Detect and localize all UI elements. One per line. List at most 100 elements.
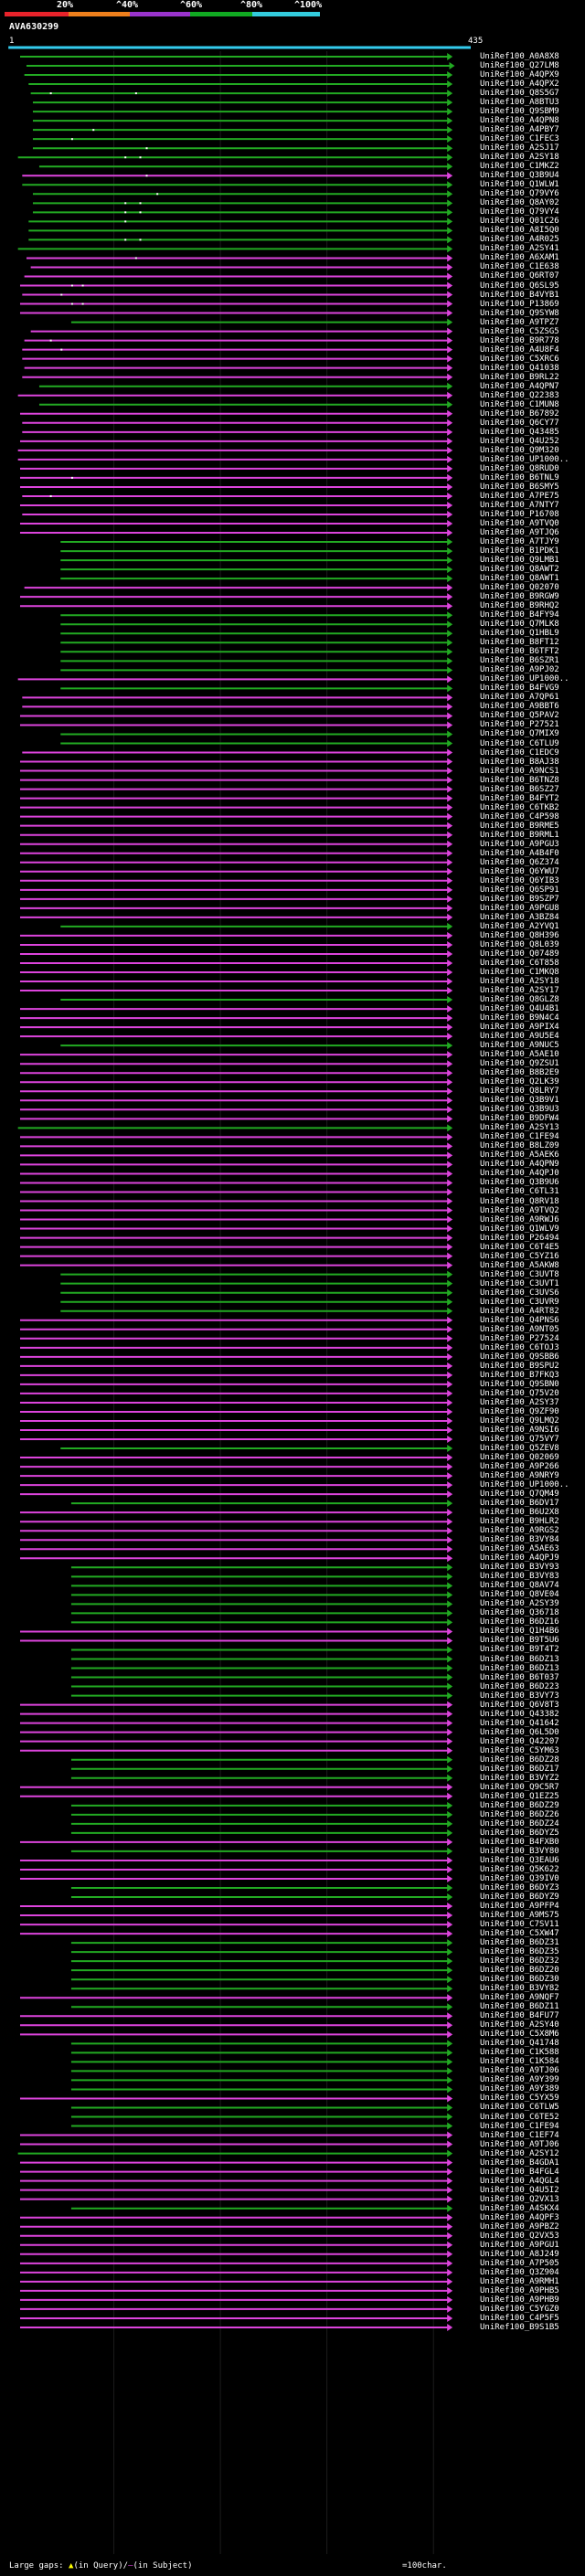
hit-label[interactable]: UniRef100_A2SY37: [480, 1397, 559, 1407]
hit-label[interactable]: UniRef100_C1MUN8: [480, 399, 559, 409]
hit-label[interactable]: UniRef100_A9PBZ2: [480, 2221, 559, 2231]
hit-label[interactable]: UniRef100_C6TE52: [480, 2112, 559, 2122]
hit-label[interactable]: UniRef100_Q6V8T3: [480, 1700, 559, 1710]
hit-label[interactable]: UniRef100_Q8L039: [480, 939, 559, 949]
hit-label[interactable]: UniRef100_Q22383: [480, 390, 559, 400]
hit-label[interactable]: UniRef100_C5XW47: [480, 1929, 559, 1939]
hit-label[interactable]: UniRef100_Q41038: [480, 363, 559, 373]
hit-label[interactable]: UniRef100_Q41642: [480, 1718, 559, 1728]
hit-label[interactable]: UniRef100_B4FXB0: [480, 1837, 559, 1847]
hit-label[interactable]: UniRef100_A2YVQ1: [480, 921, 559, 931]
hit-label[interactable]: UniRef100_B6DZ20: [480, 1966, 559, 1976]
hit-label[interactable]: UniRef100_B3VY93: [480, 1563, 559, 1573]
hit-label[interactable]: UniRef100_Q8AY02: [480, 198, 559, 208]
hit-label[interactable]: UniRef100_A4QPJ9: [480, 1553, 559, 1564]
hit-label[interactable]: UniRef100_A3BZ84: [480, 912, 559, 922]
hit-label[interactable]: UniRef100_A7NTY7: [480, 500, 559, 510]
hit-label[interactable]: UniRef100_A9NQF7: [480, 1993, 559, 2003]
hit-label[interactable]: UniRef100_B6TNL9: [480, 472, 559, 482]
hit-label[interactable]: UniRef100_C7SV11: [480, 1920, 559, 1930]
hit-label[interactable]: UniRef100_B9N4C4: [480, 1013, 559, 1023]
hit-label[interactable]: UniRef100_B6T037: [480, 1672, 559, 1682]
hit-label[interactable]: UniRef100_Q3B9U3: [480, 1105, 559, 1115]
hit-label[interactable]: UniRef100_Q39IV0: [480, 1873, 559, 1883]
hit-label[interactable]: UniRef100_UP1000..: [480, 674, 569, 684]
hit-label[interactable]: UniRef100_B9RGW9: [480, 592, 559, 602]
hit-label[interactable]: UniRef100_Q8AWT1: [480, 574, 559, 584]
hit-label[interactable]: UniRef100_Q9C5R7: [480, 1782, 559, 1792]
hit-label[interactable]: UniRef100_C5ZSG5: [480, 326, 559, 336]
hit-label[interactable]: UniRef100_A9NCS1: [480, 766, 559, 776]
hit-label[interactable]: UniRef100_C1FEC3: [480, 134, 559, 144]
hit-label[interactable]: UniRef100_UP1000..: [480, 1480, 569, 1490]
hit-label[interactable]: UniRef100_A9TVQ2: [480, 1205, 559, 1215]
hit-label[interactable]: UniRef100_B3VY84: [480, 1535, 559, 1545]
hit-label[interactable]: UniRef100_B9R778: [480, 335, 559, 345]
hit-label[interactable]: UniRef100_Q4U5I2: [480, 2185, 559, 2195]
hit-label[interactable]: UniRef100_B3VY73: [480, 1691, 559, 1701]
hit-label[interactable]: UniRef100_P27524: [480, 1333, 559, 1343]
hit-label[interactable]: UniRef100_Q75V20: [480, 1388, 559, 1398]
hit-label[interactable]: UniRef100_Q8RV18: [480, 1196, 559, 1206]
hit-label[interactable]: UniRef100_A2SY39: [480, 1599, 559, 1609]
hit-label[interactable]: UniRef100_A9BBT6: [480, 702, 559, 712]
hit-label[interactable]: UniRef100_B6DZ13: [480, 1654, 559, 1664]
hit-label[interactable]: UniRef100_A2SJ17: [480, 143, 559, 154]
hit-label[interactable]: UniRef100_C3UVS6: [480, 1288, 559, 1298]
hit-label[interactable]: UniRef100_Q8H396: [480, 930, 559, 940]
hit-label[interactable]: UniRef100_Q9LMQ2: [480, 1415, 559, 1426]
hit-label[interactable]: UniRef100_Q02070: [480, 583, 559, 593]
hit-label[interactable]: UniRef100_B9HLR2: [480, 1517, 559, 1527]
hit-label[interactable]: UniRef100_Q1EZ25: [480, 1791, 559, 1801]
hit-label[interactable]: UniRef100_A9TJ06: [480, 2139, 559, 2149]
hit-label[interactable]: UniRef100_B6DZ30: [480, 1975, 559, 1985]
hit-label[interactable]: UniRef100_B4FU77: [480, 2011, 559, 2021]
hit-label[interactable]: UniRef100_B6DZ24: [480, 1818, 559, 1829]
hit-label[interactable]: UniRef100_Q6SL95: [480, 281, 559, 291]
hit-label[interactable]: UniRef100_Q9SYW8: [480, 308, 559, 318]
hit-label[interactable]: UniRef100_B3VY82: [480, 1984, 559, 1994]
hit-label[interactable]: UniRef100_A2SY13: [480, 1123, 559, 1133]
hit-label[interactable]: UniRef100_B6DZ16: [480, 1617, 559, 1627]
hit-label[interactable]: UniRef100_A9PFP4: [480, 1902, 559, 1912]
hit-label[interactable]: UniRef100_C1K588: [480, 2048, 559, 2058]
hit-label[interactable]: UniRef100_C5YZ16: [480, 1251, 559, 1261]
hit-label[interactable]: UniRef100_C1E638: [480, 262, 559, 272]
hit-label[interactable]: UniRef100_Q41748: [480, 2039, 559, 2049]
hit-label[interactable]: UniRef100_C6T4E5: [480, 1242, 559, 1252]
hit-label[interactable]: UniRef100_C1FE94: [480, 2121, 559, 2131]
hit-label[interactable]: UniRef100_Q4PNS6: [480, 1315, 559, 1325]
hit-label[interactable]: UniRef100_A9PGU3: [480, 839, 559, 849]
hit-label[interactable]: UniRef100_Q4U4B1: [480, 1004, 559, 1014]
hit-label[interactable]: UniRef100_Q3B9V1: [480, 1096, 559, 1106]
hit-label[interactable]: UniRef100_A5AKW8: [480, 1260, 559, 1270]
hit-label[interactable]: UniRef100_Q2VX53: [480, 2231, 559, 2241]
hit-label[interactable]: UniRef100_C5YGZ0: [480, 2304, 559, 2314]
hit-label[interactable]: UniRef100_A4U8F4: [480, 345, 559, 355]
hit-label[interactable]: UniRef100_A4QPN8: [480, 116, 559, 126]
hit-label[interactable]: UniRef100_C6TLW5: [480, 2103, 559, 2113]
hit-label[interactable]: UniRef100_Q9SBB6: [480, 1352, 559, 1362]
hit-label[interactable]: UniRef100_C6T858: [480, 958, 559, 968]
hit-label[interactable]: UniRef100_A6XAM1: [480, 253, 559, 263]
hit-label[interactable]: UniRef100_Q01C26: [480, 217, 559, 227]
hit-label[interactable]: UniRef100_C6TLU9: [480, 738, 559, 748]
hit-label[interactable]: UniRef100_B6DZ28: [480, 1754, 559, 1765]
hit-label[interactable]: UniRef100_A0A8X8: [480, 52, 559, 61]
hit-label[interactable]: UniRef100_A7QP61: [480, 693, 559, 703]
hit-label[interactable]: UniRef100_Q79VY4: [480, 207, 559, 217]
hit-label[interactable]: UniRef100_C3UVR9: [480, 1297, 559, 1307]
hit-label[interactable]: UniRef100_B4FYT2: [480, 793, 559, 803]
hit-label[interactable]: UniRef100_B6DZ11: [480, 2002, 559, 2012]
hit-label[interactable]: UniRef100_A9TVQ0: [480, 519, 559, 529]
hit-label[interactable]: UniRef100_B7FKQ3: [480, 1370, 559, 1380]
hit-label[interactable]: UniRef100_A4QGL4: [480, 2176, 559, 2186]
hit-label[interactable]: UniRef100_Q5PAV2: [480, 711, 559, 721]
hit-label[interactable]: UniRef100_B6D223: [480, 1681, 559, 1691]
hit-label[interactable]: UniRef100_Q6CY77: [480, 418, 559, 428]
hit-label[interactable]: UniRef100_C3UVT8: [480, 1269, 559, 1279]
hit-label[interactable]: UniRef100_C1EF74: [480, 2130, 559, 2140]
hit-label[interactable]: UniRef100_Q8AWT2: [480, 565, 559, 575]
hit-label[interactable]: UniRef100_C1MKQ8: [480, 968, 559, 977]
hit-label[interactable]: UniRef100_Q6Z374: [480, 857, 559, 867]
